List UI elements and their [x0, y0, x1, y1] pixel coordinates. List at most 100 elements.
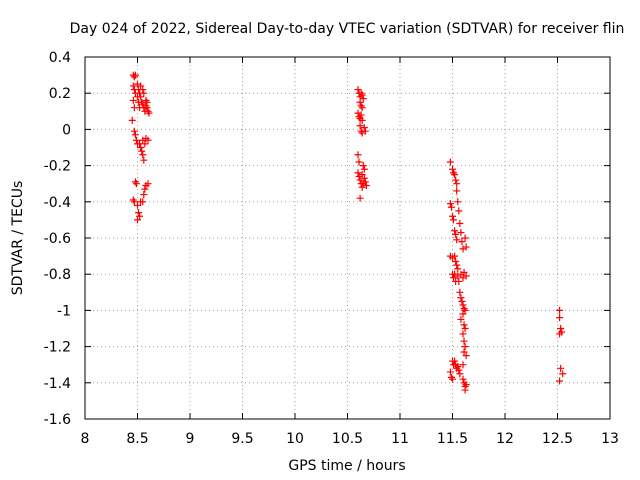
data-point: [461, 343, 469, 351]
data-point: [455, 207, 463, 215]
data-point: [457, 229, 465, 237]
data-point: [361, 127, 369, 135]
x-tick-label: 12: [496, 431, 514, 447]
data-point: [446, 158, 454, 166]
data-point: [452, 176, 460, 184]
data-point: [142, 96, 150, 104]
data-point: [462, 352, 470, 360]
data-point: [457, 315, 465, 323]
x-tick-label: 8.5: [126, 431, 148, 447]
data-point: [137, 93, 145, 101]
y-tick-label: -0.4: [44, 195, 71, 211]
data-point: [453, 180, 461, 188]
data-point: [449, 375, 456, 383]
y-tick-labels: 0.4 0.2 0 -0.2 -0.4 -0.6 -0.8 -1 -1.2 -1.4 -1.6: [44, 50, 71, 428]
data-point: [356, 194, 364, 202]
data-point: [129, 96, 137, 104]
data-point: [461, 386, 469, 394]
data-point: [462, 243, 470, 251]
data-point: [135, 209, 143, 217]
data-point: [355, 172, 363, 180]
data-point: [455, 366, 463, 374]
data-point: [136, 212, 144, 220]
data-point: [450, 216, 458, 224]
data-point: [458, 238, 466, 246]
data-point: [451, 357, 459, 365]
data-point: [452, 258, 460, 266]
data-point: [130, 198, 138, 206]
data-point: [141, 140, 149, 148]
data-point: [132, 136, 140, 144]
data-point: [137, 144, 145, 151]
data-point: [451, 227, 459, 235]
x-tick-labels: 8 8.5 9 9.5 10 10.5 11 11.5 12 12.5 13: [81, 431, 619, 447]
x-tick-label: 9: [186, 431, 195, 447]
data-point: [358, 116, 366, 124]
data-point: [141, 185, 149, 193]
x-tick-label: 12.5: [542, 431, 573, 447]
data-point: [451, 171, 459, 179]
y-tick-label: -1.6: [44, 412, 71, 428]
data-point: [131, 178, 139, 186]
data-point: [450, 274, 458, 282]
data-point: [446, 368, 454, 376]
data-point: [460, 348, 468, 356]
y-tick-label: -0.2: [44, 159, 71, 175]
data-point: [356, 176, 364, 184]
data-point: [144, 180, 152, 188]
data-point: [557, 364, 565, 372]
data-point: [359, 162, 367, 170]
data-point: [459, 330, 467, 338]
data-point: [129, 196, 137, 204]
data-point: [360, 174, 368, 182]
data-point: [137, 82, 145, 90]
data-point: [453, 236, 461, 244]
data-point: [453, 187, 461, 195]
data-point: [358, 171, 366, 179]
data-point: [140, 156, 148, 164]
data-point: [454, 363, 462, 371]
data-point: [134, 201, 141, 209]
data-point: [453, 261, 461, 269]
data-point: [460, 321, 468, 329]
data-point: [454, 198, 462, 206]
data-point: [459, 375, 467, 383]
data-point: [461, 234, 469, 242]
data-point: [357, 102, 365, 110]
data-point: [559, 370, 567, 378]
data-point: [356, 122, 364, 130]
data-point: [143, 98, 151, 106]
y-tick-label: -1.2: [44, 340, 71, 356]
data-point: [359, 95, 367, 103]
data-point: [138, 147, 146, 155]
data-point: [462, 381, 470, 389]
data-point: [460, 268, 468, 276]
data-point: [447, 203, 455, 211]
data-point: [357, 111, 365, 119]
axis-ticks: [84, 56, 611, 420]
data-point: [139, 86, 147, 94]
data-point: [447, 373, 455, 381]
data-point: [356, 98, 364, 106]
data-point: [360, 124, 368, 132]
data-point: [130, 127, 138, 135]
data-point: [362, 182, 370, 190]
data-point: [140, 89, 148, 97]
data-point: [449, 165, 456, 173]
data-point: [131, 71, 139, 79]
data-point: [452, 230, 460, 238]
x-tick-label: 11.5: [437, 431, 468, 447]
data-point: [461, 325, 469, 332]
data-point: [129, 82, 137, 90]
y-axis-label: SDTVAR / TECUs: [10, 181, 26, 296]
data-point: [557, 325, 565, 332]
y-tick-label: 0.2: [49, 86, 71, 102]
data-point: [455, 277, 463, 285]
y-tick-label: -0.6: [44, 231, 71, 247]
data-point: [458, 297, 466, 305]
data-point: [145, 109, 153, 117]
data-point: [459, 310, 467, 318]
data-point: [459, 361, 467, 369]
y-tick-label: -1.4: [44, 376, 71, 392]
